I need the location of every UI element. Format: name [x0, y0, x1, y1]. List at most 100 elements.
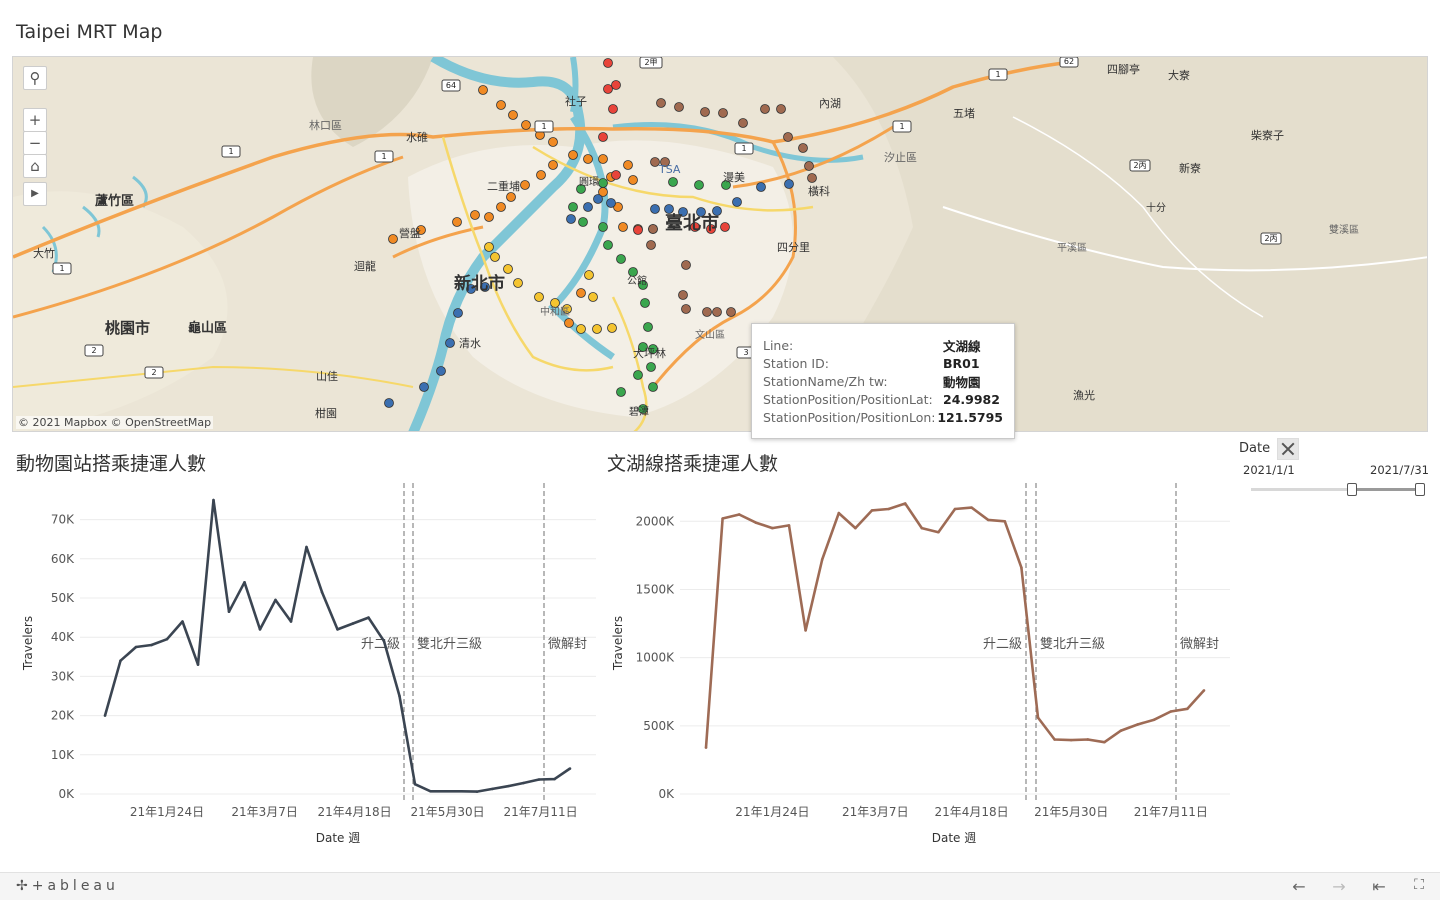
- svg-text:二重埔: 二重埔: [487, 179, 520, 193]
- svg-text:清水: 清水: [459, 337, 481, 350]
- tableau-footer: ✢+ableau ← → ⇤ ⛶: [0, 872, 1440, 900]
- data-point: [274, 598, 277, 602]
- data-point: [460, 789, 463, 793]
- data-point: [970, 506, 973, 509]
- series-line: [103, 498, 571, 793]
- data-point: [704, 746, 708, 749]
- data-point: [491, 787, 494, 791]
- data-point: [1152, 718, 1156, 721]
- svg-text:1: 1: [381, 152, 386, 161]
- map-search-icon[interactable]: ⚲: [23, 66, 47, 90]
- data-point: [737, 513, 741, 516]
- date-slider-handle-end[interactable]: [1415, 483, 1425, 496]
- clear-filter-icon[interactable]: [1277, 438, 1299, 460]
- svg-text:公館: 公館: [627, 274, 647, 287]
- data-point: [367, 616, 370, 619]
- data-point: [1202, 689, 1206, 692]
- svg-text:62: 62: [1064, 57, 1074, 66]
- x-axis-title: Date 週: [316, 831, 361, 845]
- back-arrow-icon[interactable]: ←: [1292, 877, 1306, 896]
- x-tick-label: 21年5月30日: [1034, 805, 1108, 819]
- data-point: [289, 620, 293, 623]
- y-tick-label: 1000K: [636, 651, 676, 665]
- svg-text:漫美: 漫美: [723, 170, 745, 184]
- tooltip-row-lon: StationPosition/PositionLon: 121.5795: [763, 408, 1003, 426]
- data-point: [820, 558, 824, 561]
- svg-text:文山區: 文山區: [695, 328, 725, 341]
- date-slider-track[interactable]: [1251, 488, 1425, 491]
- date-slider-handle-start[interactable]: [1347, 483, 1357, 496]
- data-point: [243, 581, 246, 584]
- tooltip-value: 121.5795: [937, 409, 1003, 425]
- zoo-station-line-chart[interactable]: 0K 10K 20K 30K 40K 50K 60K 70K 21年1月24日 21年3月7日 21…: [0, 478, 600, 862]
- svg-text:1: 1: [995, 70, 1000, 79]
- data-point: [119, 659, 122, 663]
- zoom-in-icon[interactable]: +: [23, 108, 47, 132]
- svg-text:大竹: 大竹: [33, 246, 55, 260]
- tooltip-key: StationPosition/PositionLat:: [763, 391, 933, 407]
- svg-text:平溪區: 平溪區: [1057, 242, 1087, 254]
- data-point: [444, 789, 448, 793]
- x-tick-label: 21年5月30日: [410, 805, 484, 819]
- data-point: [537, 778, 541, 781]
- tooltip-row-station-name: StationName/Zh tw: 動物園: [763, 372, 1003, 390]
- forward-arrow-icon[interactable]: →: [1332, 877, 1346, 896]
- wenhu-line-chart-title: 文湖線搭乘捷運人數: [607, 453, 779, 475]
- data-point: [1103, 740, 1106, 744]
- road-shield-64: 64: [446, 81, 456, 90]
- data-point: [854, 526, 857, 530]
- data-point: [336, 628, 339, 631]
- tooltip-value: 文湖線: [943, 338, 981, 354]
- data-point: [887, 507, 890, 511]
- y-tick-label: 30K: [51, 669, 75, 683]
- y-tick-label: 2000K: [636, 514, 676, 528]
- data-point: [413, 782, 417, 786]
- data-point: [258, 628, 262, 631]
- tooltip-key: Station ID:: [763, 355, 829, 371]
- data-point: [212, 498, 215, 502]
- data-point: [475, 790, 479, 793]
- svg-text:圓環: 圓環: [579, 176, 599, 188]
- data-point: [506, 784, 510, 788]
- svg-text:汐止區: 汐止區: [884, 150, 917, 164]
- play-icon[interactable]: ▶: [23, 182, 47, 206]
- y-tick-label: 500K: [643, 719, 675, 733]
- date-slider-selected-range: [1352, 488, 1422, 491]
- reference-line-label: 雙北升三級: [417, 637, 482, 652]
- svg-text:林口區: 林口區: [309, 118, 342, 132]
- data-point: [1003, 519, 1007, 523]
- reference-line-label: 升二級: [983, 637, 1022, 652]
- svg-text:碧潭: 碧潭: [629, 406, 649, 418]
- wenhu-line-line-chart[interactable]: 0K 500K 1000K 1500K 2000K 21年1月24日 21年3月7日 21年4…: [600, 478, 1236, 862]
- svg-text:1: 1: [741, 144, 746, 153]
- x-axis-title: Date 週: [932, 831, 977, 845]
- data-point: [837, 511, 841, 515]
- first-page-icon[interactable]: ⇤: [1372, 877, 1386, 896]
- x-tick-label: 21年3月7日: [842, 805, 909, 819]
- data-point: [522, 781, 525, 785]
- tableau-logo[interactable]: ✢+ableau: [16, 878, 119, 894]
- data-point: [1169, 710, 1173, 713]
- map-basemap: 64 2甲 62 1 1 1 1 1 1 2丙 2丙 1 2 2 3 林口區 蘆…: [13, 57, 1427, 431]
- mrt-map[interactable]: 64 2甲 62 1 1 1 1 1 1 2丙 2丙 1 2 2 3 林口區 蘆…: [12, 56, 1428, 432]
- svg-text:柴寮子: 柴寮子: [1251, 128, 1284, 142]
- svg-text:2: 2: [151, 368, 156, 377]
- data-point: [1069, 738, 1073, 742]
- tooltip-value: BR01: [943, 355, 980, 371]
- fullscreen-icon[interactable]: ⛶: [1414, 877, 1424, 893]
- data-point: [1136, 723, 1139, 726]
- station-tooltip: Line: 文湖線 Station ID: BR01 StationName/Zh …: [751, 323, 1015, 439]
- svg-text:山佳: 山佳: [316, 369, 338, 383]
- home-icon[interactable]: ⌂: [23, 154, 47, 178]
- data-point: [150, 643, 153, 647]
- svg-text:3: 3: [743, 348, 748, 357]
- svg-text:中和區: 中和區: [540, 305, 570, 318]
- svg-text:2丙: 2丙: [1133, 161, 1146, 170]
- date-range-max: 2021/7/31: [1370, 463, 1429, 477]
- data-point: [305, 545, 308, 549]
- x-tick-label: 21年7月11日: [1134, 805, 1208, 819]
- x-tick-label: 21年4月18日: [317, 805, 391, 819]
- zoom-out-icon[interactable]: −: [23, 131, 47, 155]
- svg-text:橫科: 橫科: [808, 184, 830, 198]
- data-point: [771, 526, 774, 530]
